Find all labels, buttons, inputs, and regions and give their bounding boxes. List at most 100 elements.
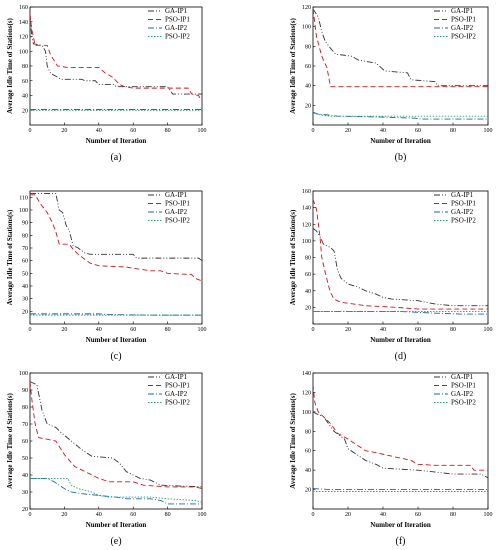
y-tick-label: 60: [305, 64, 311, 70]
series-line-pso-ip1: [30, 381, 202, 490]
y-tick-label: 20: [305, 488, 311, 494]
y-tick-label: 80: [305, 429, 311, 435]
x-tick-label: 60: [130, 128, 136, 134]
series-line-ga-ip2: [30, 313, 202, 316]
x-tick-label: 0: [312, 128, 315, 134]
x-tick-label: 0: [29, 512, 32, 518]
legend-label: GA-IP2: [451, 390, 474, 398]
legend-label: PSO-IP1: [451, 16, 476, 24]
x-tick-label: 60: [415, 512, 421, 518]
x-axis-label: Number of Iteration: [86, 521, 147, 529]
series-line-ga-ip2: [313, 111, 488, 120]
series-line-pso-ip1: [313, 8, 488, 88]
legend-label: GA-IP1: [165, 191, 188, 199]
y-axis-label: Average Idle Time of Stations(s): [6, 209, 14, 305]
y-tick-label: 60: [22, 439, 28, 445]
x-tick-label: 40: [380, 128, 386, 134]
x-tick-label: 60: [130, 512, 136, 518]
x-axis-label: Number of Iteration: [370, 336, 431, 344]
x-tick-label: 40: [96, 327, 102, 333]
plot-frame: [29, 190, 203, 325]
legend-label: GA-IP1: [165, 7, 188, 15]
y-tick-label: 40: [305, 84, 311, 90]
series-line-ga-ip1: [30, 193, 202, 262]
x-tick-label: 40: [380, 512, 386, 518]
x-tick-label: 20: [61, 128, 67, 134]
x-tick-label: 0: [312, 327, 315, 333]
legend-label: GA-IP1: [451, 7, 474, 15]
x-tick-label: 0: [312, 512, 315, 518]
y-tick-label: 20: [305, 103, 311, 109]
series-line-ga-ip2: [313, 488, 488, 491]
series-line-pso-ip1: [30, 194, 202, 282]
legend-label: PSO-IP1: [165, 200, 190, 208]
x-tick-label: 100: [198, 327, 207, 333]
x-tick-label: 20: [345, 512, 351, 518]
x-tick-label: 20: [61, 327, 67, 333]
y-tick-label: 40: [305, 468, 311, 474]
y-tick-label: 60: [22, 259, 28, 265]
series-line-ga-ip2: [30, 477, 202, 505]
chart-panel-4: 0 20 40 60 80 100 20 40 60 80 100 120 140 160 Number o…: [289, 189, 493, 362]
panel-label: (f): [396, 536, 406, 547]
legend-label: GA-IP1: [451, 191, 474, 199]
y-axis-label: Average Idle Time of Stations(s): [289, 18, 297, 114]
chart-panel-2: 0 20 40 60 80 100 20 40 60 80 100 120 Number of Iter…: [289, 5, 493, 163]
series-line-ga-ip2: [313, 311, 488, 315]
y-tick-label: 40: [22, 284, 28, 290]
y-axis-label: Average Idle Time of Stations(s): [289, 209, 297, 305]
x-axis-label: Number of Iteration: [370, 521, 431, 529]
y-tick-label: 40: [22, 94, 28, 100]
x-tick-label: 80: [450, 327, 456, 333]
y-tick-label: 80: [22, 64, 28, 70]
x-tick-label: 80: [165, 128, 171, 134]
y-tick-label: 140: [302, 371, 311, 377]
y-tick-label: 80: [305, 256, 311, 262]
series-line-pso-ip1: [313, 199, 488, 310]
y-tick-label: 120: [302, 222, 311, 228]
y-tick-label: 70: [22, 422, 28, 428]
x-tick-label: 100: [484, 327, 493, 333]
legend-label: GA-IP2: [451, 208, 474, 216]
x-axis-label: Number of Iteration: [86, 336, 147, 344]
y-tick-label: 20: [22, 309, 28, 315]
x-tick-label: 100: [484, 512, 493, 518]
chart-panel-1: 0 20 40 60 80 100 20 40 60 80 100 120 140 160 Number o…: [6, 5, 207, 163]
x-tick-label: 40: [96, 512, 102, 518]
x-tick-label: 20: [61, 512, 67, 518]
legend-label: GA-IP1: [451, 373, 474, 381]
y-tick-label: 100: [302, 239, 311, 245]
series-line-pso-ip2: [313, 112, 488, 117]
legend-label: GA-IP2: [165, 390, 188, 398]
legend-label: GA-IP2: [451, 24, 474, 32]
panel-label: (d): [395, 351, 407, 362]
x-tick-label: 20: [345, 327, 351, 333]
y-tick-label: 20: [305, 305, 311, 311]
y-tick-label: 160: [302, 189, 311, 195]
y-tick-label: 100: [302, 410, 311, 416]
y-tick-label: 60: [305, 449, 311, 455]
y-axis-label: Average Idle Time of Stations(s): [6, 393, 14, 489]
y-tick-label: 160: [19, 5, 28, 11]
y-tick-label: 50: [22, 271, 28, 277]
series-line-ga-ip1: [313, 411, 488, 479]
y-tick-label: 30: [22, 297, 28, 303]
legend-label: PSO-IP2: [451, 217, 476, 225]
y-tick-label: 60: [305, 272, 311, 278]
legend-label: PSO-IP2: [165, 33, 190, 41]
series-line-pso-ip2: [30, 477, 202, 503]
y-tick-label: 80: [22, 233, 28, 239]
plot-frame: [312, 372, 489, 510]
x-tick-label: 100: [198, 512, 207, 518]
x-tick-label: 0: [29, 327, 32, 333]
y-tick-label: 100: [19, 49, 28, 55]
y-tick-label: 30: [22, 490, 28, 496]
y-tick-label: 70: [22, 246, 28, 252]
y-tick-label: 20: [22, 108, 28, 114]
y-tick-label: 140: [19, 20, 28, 26]
legend-label: GA-IP2: [165, 208, 188, 216]
legend-label: PSO-IP2: [165, 217, 190, 225]
x-tick-label: 60: [130, 327, 136, 333]
x-tick-label: 60: [415, 128, 421, 134]
